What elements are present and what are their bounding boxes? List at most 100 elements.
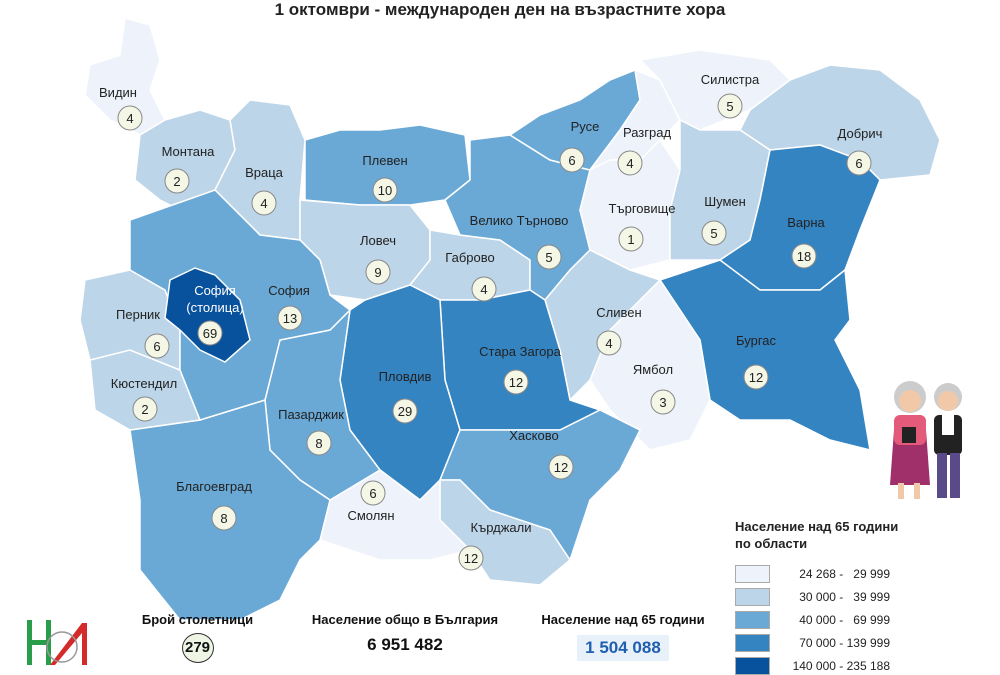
region-name: Търговище [609,201,676,216]
centenarians-bubble [503,369,529,395]
centenarians-bubble [211,505,237,531]
legend-swatch [735,656,770,675]
centenarians-count: 8 [220,511,227,526]
centenarians-bubble [306,430,332,456]
region-27 [164,267,251,363]
legend-swatch [735,587,770,606]
region-name: Пазарджик [278,407,344,422]
region-name-2: (столица) [186,300,243,315]
region-name: Стара Загора [479,344,561,359]
centenarians-count: 12 [749,370,763,385]
region-name: Сливен [596,305,641,320]
region-name: Ловеч [360,233,396,248]
over65-stat: Население над 65 години 1 504 088 [528,612,718,661]
legend-range: 24 268 - 29 999 [799,566,890,581]
centenarians-stat: Брой столетници 279 [130,612,265,663]
centenarians-count: 18 [797,249,811,264]
centenarians-count: 2 [141,402,148,417]
region-name: Кюстендил [111,376,177,391]
region-name: Смолян [347,508,394,523]
centenarians-count: 1 [627,232,634,247]
region-name: Бургас [736,333,777,348]
region-name: Варна [787,215,825,230]
centenarians-count: 5 [726,99,733,114]
centenarians-bubble [197,320,223,346]
region-name: Габрово [445,250,494,265]
centenarians-bubble [548,454,574,480]
legend-item: 30 000 - 39 999 [735,585,995,608]
elderly-couple-illustration [890,381,962,499]
total-population-stat: Население общо в България 6 951 482 [295,612,515,655]
centenarians-bubble [360,480,386,506]
centenarians-bubble [392,398,418,424]
centenarians-bubble [717,93,743,119]
over65-value: 1 504 088 [577,635,669,661]
centenarians-bubble [743,364,769,390]
centenarians-count: 6 [153,339,160,354]
region-name: Велико Търново [470,213,569,228]
region-name: Ямбол [633,362,673,377]
centenarians-count: 2 [173,174,180,189]
centenarians-bubble [132,396,158,422]
centenarians-bubble [117,105,143,131]
region-name: Силистра [701,72,760,87]
region-name: София [194,283,236,298]
centenarians-count: 6 [369,486,376,501]
centenarians-count: 6 [855,156,862,171]
centenarians-label: Брой столетници [141,612,254,627]
centenarians-count: 4 [626,156,633,171]
legend-title: Население над 65 години [735,519,899,534]
centenarians-bubble [164,168,190,194]
region-name: Добрич [838,126,883,141]
centenarians-bubble [650,389,676,415]
legend-swatch [735,610,770,629]
centenarians-bubble [251,190,277,216]
region-name: Шумен [704,194,746,209]
centenarians-count: 5 [545,250,552,265]
centenarians-count: 12 [464,551,478,566]
region-name: Перник [116,307,160,322]
legend-item: 40 000 - 69 999 [735,608,995,631]
centenarians-bubble [372,177,398,203]
centenarians-count: 13 [283,311,297,326]
region-21 [319,469,472,561]
legend: Население над 65 години по области 24 26… [735,518,995,675]
legend-item: 140 000 - 235 188 [735,654,995,675]
legend-range: 40 000 - 69 999 [799,612,890,627]
centenarians-bubble [596,330,622,356]
legend-item: 24 268 - 29 999 [735,562,995,585]
centenarians-bubble [144,333,170,359]
centenarians-bubble [617,150,643,176]
centenarians-bubble [458,545,484,571]
centenarians-count: 4 [126,111,133,126]
region-name: Кърджали [471,520,532,535]
legend-subtitle: по области [735,536,808,551]
centenarians-count: 4 [260,196,267,211]
centenarians-bubble [277,305,303,331]
region-name: Монтана [162,144,216,159]
total-population-label: Население общо в България [311,612,499,627]
legend-range: 70 000 - 139 999 [799,635,890,650]
legend-item: 70 000 - 139 999 [735,631,995,654]
centenarians-count: 10 [378,183,392,198]
centenarians-count: 69 [203,326,217,341]
legend-range: 30 000 - 39 999 [799,589,890,604]
centenarians-count: 29 [398,404,412,419]
legend-range: 140 000 - 235 188 [792,658,890,673]
centenarians-bubble [701,220,727,246]
region-14 [658,259,871,452]
centenarians-count: 12 [509,375,523,390]
centenarians-count: 8 [315,436,322,451]
over65-label: Население над 65 години [541,612,705,627]
centenarians-bubble [365,259,391,285]
region-name: Русе [571,119,600,134]
total-population-value: 6 951 482 [367,635,443,654]
centenarians-count: 3 [659,395,666,410]
centenarians-value: 279 [181,633,214,663]
centenarians-count: 6 [568,153,575,168]
centenarians-bubble [618,226,644,252]
centenarians-bubble [791,243,817,269]
region-name: Видин [99,85,137,100]
